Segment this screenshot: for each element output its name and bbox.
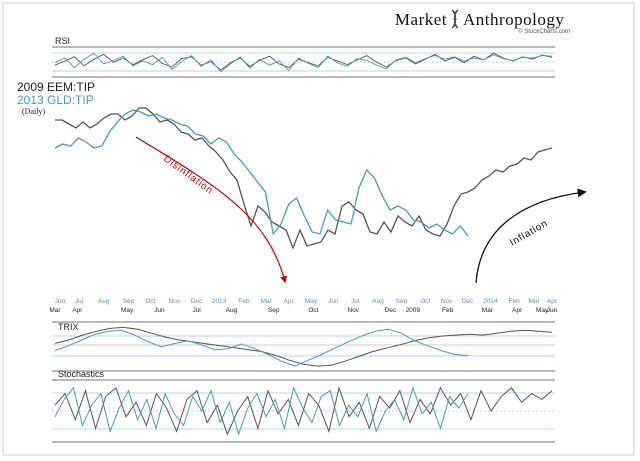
tick-label-2009-7: Oct xyxy=(308,307,318,314)
tick-label-2009-14: May xyxy=(536,307,549,314)
trix-series-2013 xyxy=(54,328,469,367)
tick-label-2013-0: Jun xyxy=(55,298,66,305)
dna-helix-icon xyxy=(451,9,459,29)
tick-label-2009-2: May xyxy=(121,307,134,314)
tick-label-2009-4: Jul xyxy=(192,307,201,314)
tick-label-2009-13: Apr xyxy=(512,307,523,314)
red-curved-arrow-icon xyxy=(135,136,288,284)
tick-label-2013-12: Jun xyxy=(328,298,339,305)
brand-credit: © StockCharts.com xyxy=(518,28,570,35)
tick-label-2013-11: May xyxy=(305,298,318,305)
legend-2009: 2009 EEM:TIP xyxy=(17,80,95,94)
tick-label-2013-17: Nov xyxy=(441,298,453,305)
tick-label-2013-3: Sep xyxy=(123,298,135,305)
tick-label-2013-16: Oct xyxy=(420,298,430,305)
tick-label-2009-3: Jun xyxy=(154,307,165,314)
brand-left: Market xyxy=(395,10,447,29)
trix-title: TRIX xyxy=(58,322,79,332)
tick-label-2013-1: Jul xyxy=(75,298,84,305)
tick-label-2009-15: Jun xyxy=(547,307,558,314)
tick-label-2013-10: Apr xyxy=(284,298,295,305)
tick-label-2009-6: Sep xyxy=(268,307,280,314)
tick-label-2013-4: Oct xyxy=(145,298,155,305)
tick-label-2013-14: Aug xyxy=(372,298,384,305)
tick-label-2009-5: Aug xyxy=(226,307,238,314)
rsi-panel: RSI xyxy=(52,36,555,78)
tick-label-2013-15: Sep xyxy=(396,298,408,305)
tick-label-2009-12: Mar xyxy=(482,307,494,314)
rsi-series-2013 xyxy=(54,52,553,73)
tick-label-2013-8: Feb xyxy=(238,298,250,305)
trix-series-2009 xyxy=(54,326,553,367)
trix-panel: TRIX xyxy=(52,321,555,372)
tick-label-2013-5: Nov xyxy=(169,298,181,305)
axis-row-2009: Mar Apr May Jun Jul Aug Sep Oct Nov Dec 2009 Feb Mar… xyxy=(49,307,557,314)
tick-label-2013-13: Jul xyxy=(351,298,360,305)
stochastics-panel: Stochastics xyxy=(52,369,555,443)
price-series-2009 xyxy=(55,107,553,250)
tick-label-2013-21: Mar xyxy=(528,298,540,305)
tick-label-2009-8: Nov xyxy=(347,307,359,314)
tick-label-2013-2: Aug xyxy=(98,298,110,305)
tick-label-2013-22: Apr xyxy=(547,298,558,305)
tick-label-2009-10: 2009 xyxy=(406,307,421,314)
price-panel xyxy=(54,107,553,250)
tick-label-2013-9: Mar xyxy=(261,298,273,305)
tick-label-2013-7: 2013 xyxy=(212,298,227,305)
legend-daily: (Daily) xyxy=(22,107,45,116)
tick-label-2013-18: Dec xyxy=(462,298,474,305)
tick-label-2009-1: Apr xyxy=(72,307,83,314)
tick-label-2013-6: Dec xyxy=(191,298,203,305)
rsi-title: RSI xyxy=(55,36,70,46)
stoch-series-2013 xyxy=(54,386,469,436)
price-series-2013 xyxy=(54,109,469,237)
stochastics-title: Stochastics xyxy=(58,369,105,379)
tick-label-2009-9: Dec xyxy=(385,307,397,314)
axis-row-2013: Jun Jul Aug Sep Oct Nov Dec 2013 Feb Mar Apr May Jun… xyxy=(55,298,558,305)
tick-label-2009-0: Mar xyxy=(49,307,61,314)
tick-label-2013-20: Feb xyxy=(509,298,521,305)
legend-2013: 2013 GLD:TIP xyxy=(17,93,94,107)
brand-right: Anthropology xyxy=(463,10,564,29)
black-curved-arrow-icon xyxy=(475,188,587,284)
tick-label-2009-11: Feb xyxy=(442,307,454,314)
tick-label-2013-19: 2014 xyxy=(483,298,498,305)
